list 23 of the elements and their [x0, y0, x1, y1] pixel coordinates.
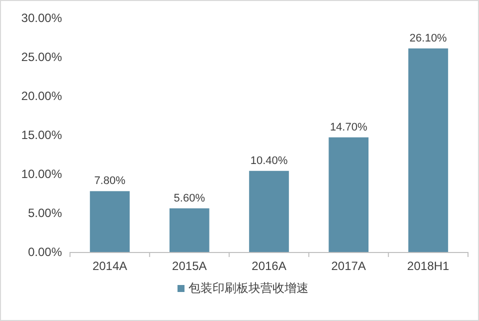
bar: [328, 137, 368, 252]
x-tick-label: 2016A: [252, 259, 286, 273]
x-tick-label: 2014A: [92, 259, 128, 273]
legend-label: 包装印刷板块营收增速: [188, 281, 308, 295]
data-label: 10.40%: [250, 154, 288, 167]
y-tick-label: 20.00%: [21, 89, 62, 103]
x-tick-label: 2015A: [172, 259, 207, 273]
data-label: 26.10%: [410, 32, 448, 44]
y-tick-label: 25.00%: [21, 50, 62, 64]
bar: [249, 170, 289, 252]
data-label: 5.60%: [174, 192, 206, 204]
x-tick-label: 2017A: [331, 259, 366, 273]
y-tick-label: 30.00%: [21, 11, 62, 25]
bar: [408, 48, 448, 252]
x-tick-label: 2018H1: [407, 259, 450, 273]
y-tick-label: 0.00%: [28, 245, 62, 259]
y-tick-label: 5.00%: [28, 206, 62, 220]
data-label: 14.70%: [330, 121, 368, 134]
data-label: 7.80%: [94, 175, 126, 188]
y-tick-label: 10.00%: [21, 167, 62, 181]
y-tick-label: 15.00%: [21, 128, 62, 142]
bar: [90, 191, 130, 252]
bar: [170, 208, 210, 252]
